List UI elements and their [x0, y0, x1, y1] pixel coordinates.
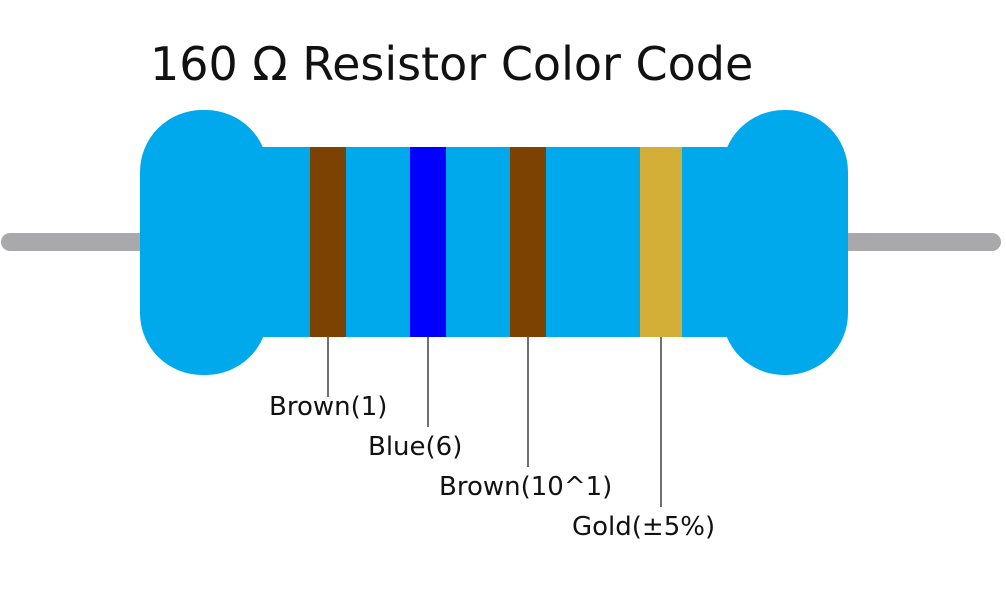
band-gold [640, 147, 682, 337]
band-brown [510, 147, 546, 337]
band-label: Blue(6) [368, 432, 462, 462]
title: 160 Ω Resistor Color Code [150, 37, 753, 91]
band-brown [310, 147, 346, 337]
right-cap [722, 110, 848, 375]
band-label: Brown(1) [269, 392, 387, 422]
band-label: Gold(±5%) [572, 512, 715, 542]
band-blue [410, 147, 446, 337]
band-label: Brown(10^1) [439, 472, 612, 502]
left-cap [140, 110, 268, 375]
